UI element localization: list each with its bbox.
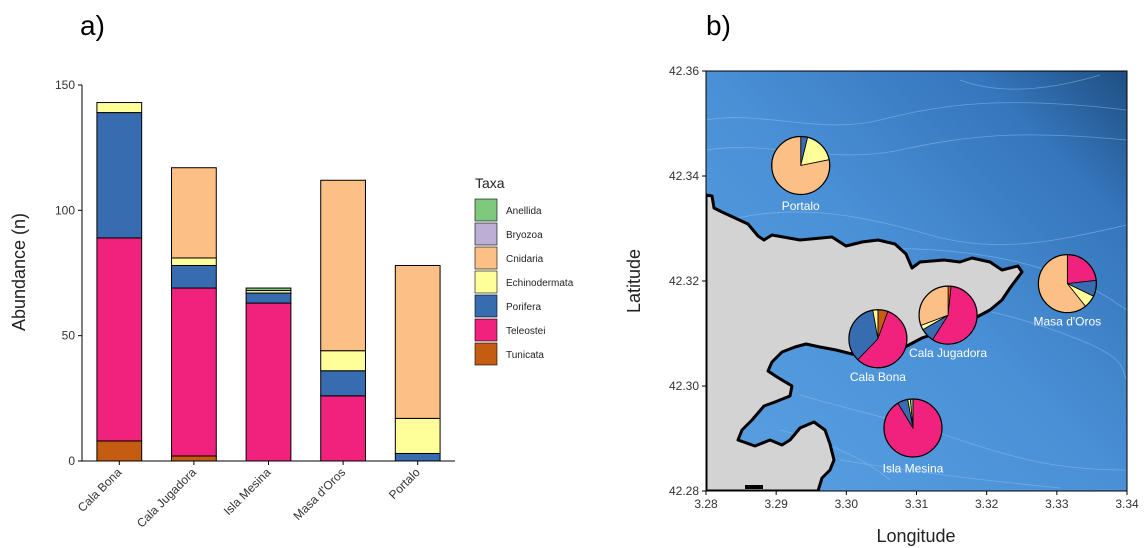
bar-y-axis-title: Abundance (n): [9, 213, 29, 331]
bar-segment-cala-jugadora-cnidaria: [171, 167, 217, 259]
map-y-tick-label: 42.30: [669, 379, 699, 393]
map-y-tick-label: 42.36: [669, 64, 699, 78]
legend-label-teleostei: Teleostei: [506, 326, 545, 337]
pie-portalo: [771, 135, 831, 196]
pie-isla-mesina: [883, 398, 943, 458]
bar-segment-masa-d-oros-echinodermata: [320, 350, 366, 372]
map-y-ticks: 42.28 42.30 42.32 42.34 42.36: [669, 64, 706, 498]
site-label-masa-d-oros: Masa d'Oros: [1034, 315, 1102, 329]
site-label-cala-bona: Cala Bona: [850, 370, 906, 384]
map-x-tick-label: 3.33: [1045, 497, 1069, 511]
pie-outline: [1037, 254, 1097, 314]
map-y-axis-title: Latitude: [624, 249, 644, 313]
legend-swatch-echinodermata: [474, 270, 498, 294]
bar-segment-portalo-porifera: [394, 452, 441, 462]
bar-segment-portalo-cnidaria: [394, 264, 441, 419]
map-x-tick-label: 3.28: [694, 497, 718, 511]
pie-outline: [848, 309, 908, 369]
pie-outline: [918, 285, 978, 345]
map-x-axis-title: Longitude: [876, 526, 955, 546]
legend-swatch-porifera: [474, 294, 498, 318]
legend-items: Anellida Bryozoa Cnidaria Echinodermata Pori…: [474, 198, 574, 366]
legend-label-cnidaria: Cnidaria: [506, 254, 544, 265]
bar-x-tick-label: Cala Bona: [75, 465, 125, 515]
pie-cala-jugadora: [918, 285, 978, 345]
bar-segment-isla-mesina-teleostei: [245, 302, 292, 462]
bar-segment-isla-mesina-anellida: [245, 287, 292, 292]
site-label-isla-mesina: Isla Mesina: [883, 462, 944, 476]
legend-label-bryozoa: Bryozoa: [506, 230, 543, 241]
bar-segment-cala-jugadora-porifera: [171, 264, 217, 289]
bar-x-tick-label: Portalo: [386, 465, 423, 502]
taxa-legend: Taxa Anellida Bryozoa Cnidaria Echinodermat…: [474, 175, 574, 366]
bar-segment-cala-bona-teleostei: [96, 237, 143, 442]
legend-label-porifera: Porifera: [506, 302, 541, 313]
bar-x-tick-label: Masa d'Oros: [290, 465, 348, 523]
panel-b-label: b): [706, 10, 731, 41]
bar-segment-portalo-echinodermata: [394, 417, 441, 454]
site-label-portalo: Portalo: [782, 199, 820, 213]
map-x-tick-label: 3.34: [1115, 497, 1139, 511]
bar-segment-cala-bona-echinodermata: [96, 102, 143, 114]
map-x-tick-label: 3.29: [764, 497, 788, 511]
map-x-tick-label: 3.31: [905, 497, 929, 511]
bar-segment-cala-jugadora-echinodermata: [171, 257, 217, 266]
legend-swatch-cnidaria: [474, 246, 498, 270]
bar-segment-cala-bona-porifera: [96, 112, 143, 239]
map-x-ticks: 3.28 3.29 3.30 3.31 3.32 3.33 3.34: [694, 491, 1139, 511]
site-pies: [771, 135, 1097, 458]
panel-a-label: a): [80, 10, 105, 41]
stacked-bar-chart: Abundance (n) 0 50 100 150 Cala Bona Cala Ju…: [9, 78, 455, 530]
map-x-tick-label: 3.32: [975, 497, 999, 511]
legend-title: Taxa: [475, 175, 505, 191]
map-x-tick-label: 3.30: [835, 497, 859, 511]
bar-segment-isla-mesina-porifera: [245, 292, 292, 304]
bar-segment-cala-jugadora-tunicata: [171, 455, 217, 462]
bar-x-tick-label: Cala Jugadora: [134, 465, 199, 530]
pie-masa-d-oros: [1037, 254, 1097, 314]
bar-segment-masa-d-oros-cnidaria: [320, 179, 366, 352]
bar-y-tick-label: 50: [62, 329, 76, 343]
site-label-cala-jugadora: Cala Jugadora: [909, 346, 987, 360]
bar-segment-cala-bona-tunicata: [96, 440, 143, 462]
legend-swatch-tunicata: [474, 342, 498, 366]
scale-bar: [745, 485, 763, 489]
map-y-tick-label: 42.28: [669, 484, 699, 498]
map-y-tick-label: 42.34: [669, 169, 699, 183]
pie-cala-bona: [848, 309, 908, 369]
bar-x-ticks: Cala Bona Cala Jugadora Isla Mesina Masa d'…: [75, 461, 423, 530]
legend-swatch-teleostei: [474, 318, 498, 342]
legend-label-anellida: Anellida: [506, 206, 542, 217]
bar-y-tick-label: 100: [55, 203, 75, 217]
pie-outline: [771, 135, 831, 196]
legend-swatch-anellida: [474, 198, 498, 222]
bar-segment-masa-d-oros-teleostei: [320, 395, 366, 462]
bar-x-tick-label: Isla Mesina: [221, 465, 274, 518]
legend-label-tunicata: Tunicata: [506, 350, 544, 361]
bar-y-tick-label: 150: [55, 78, 75, 92]
bar-bars: [96, 102, 441, 462]
bathymetry-contours: [706, 74, 1127, 489]
legend-label-echinodermata: Echinodermata: [506, 278, 574, 289]
map-y-tick-label: 42.32: [669, 274, 699, 288]
bar-segment-masa-d-oros-porifera: [320, 370, 366, 397]
bar-y-tick-label: 0: [68, 454, 75, 468]
bar-y-ticks: 0 50 100 150: [55, 78, 82, 468]
legend-swatch-bryozoa: [474, 222, 498, 246]
bar-segment-cala-jugadora-teleostei: [171, 287, 217, 457]
pie-outline: [883, 398, 943, 458]
